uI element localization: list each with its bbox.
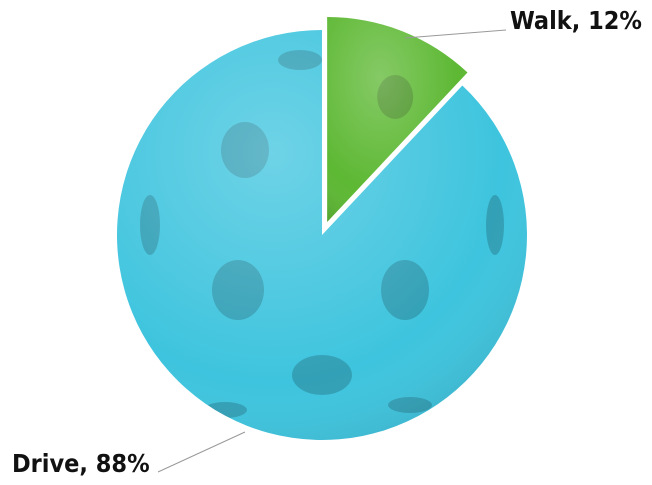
slice-label: Drive, 88% [12,449,150,478]
leader-line [404,29,507,39]
pie [116,16,527,440]
slice-shade [116,30,527,440]
leader-line [157,431,246,473]
slice-label: Walk, 12% [510,6,642,35]
slice-shade [327,16,468,222]
